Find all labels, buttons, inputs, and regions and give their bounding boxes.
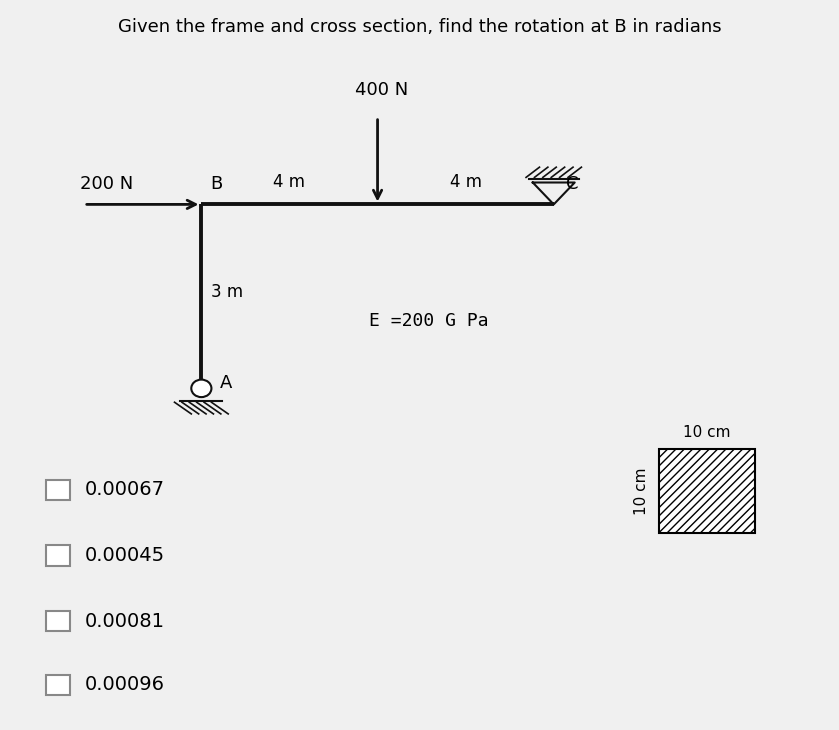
Text: 4 m: 4 m xyxy=(274,173,305,191)
Text: 4 m: 4 m xyxy=(450,173,482,191)
Text: 10 cm: 10 cm xyxy=(683,425,731,440)
Bar xyxy=(46,545,70,566)
Bar xyxy=(46,675,70,695)
Bar xyxy=(46,611,70,631)
Text: 200 N: 200 N xyxy=(80,175,133,193)
Text: 400 N: 400 N xyxy=(355,80,409,99)
Text: 0.00096: 0.00096 xyxy=(85,675,164,694)
Bar xyxy=(659,449,755,533)
Text: 0.00045: 0.00045 xyxy=(85,546,165,565)
Text: Given the frame and cross section, find the rotation at B in radians: Given the frame and cross section, find … xyxy=(117,18,722,36)
Text: A: A xyxy=(220,374,232,392)
Text: 0.00081: 0.00081 xyxy=(85,612,164,631)
Text: 3 m: 3 m xyxy=(211,283,243,301)
Circle shape xyxy=(191,380,211,397)
Text: 0.00067: 0.00067 xyxy=(85,480,164,499)
Text: 10 cm: 10 cm xyxy=(633,467,649,515)
Text: B: B xyxy=(210,175,222,193)
Text: E =200 G Pa: E =200 G Pa xyxy=(369,312,489,330)
Text: C: C xyxy=(566,175,579,193)
Bar xyxy=(46,480,70,500)
